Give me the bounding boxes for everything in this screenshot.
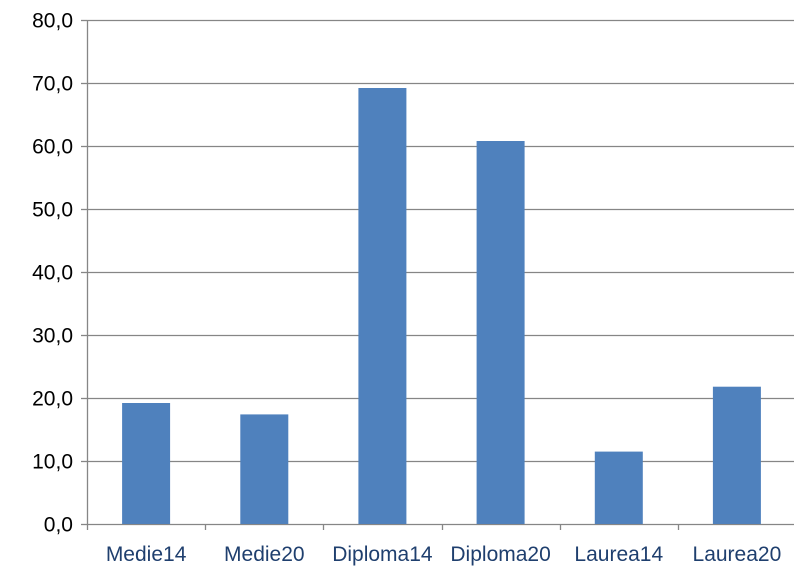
y-tick-label: 10,0: [32, 451, 73, 474]
y-tick-label: 60,0: [32, 136, 73, 159]
bar-diploma20: [476, 141, 525, 524]
y-tick-label: 0,0: [44, 514, 73, 537]
x-tick-label: Laurea14: [574, 543, 663, 566]
y-tick-label: 30,0: [32, 325, 73, 348]
bar-laurea20: [712, 386, 761, 524]
x-tick-label: Medie20: [224, 543, 305, 566]
y-tick-label: 50,0: [32, 199, 73, 222]
x-tick-label: Diploma20: [450, 543, 550, 566]
bar-diploma14: [358, 88, 407, 524]
y-tick-label: 70,0: [32, 73, 73, 96]
x-tick-label: Medie14: [106, 543, 187, 566]
y-axis: 0,0 10,0 20,0 30,0 40,0 50,0 60,0 70,0 80,0: [32, 10, 89, 537]
y-tick-label: 80,0: [32, 10, 73, 33]
x-tick-label: Diploma14: [332, 543, 433, 566]
x-tick-label: Laurea20: [693, 543, 782, 566]
bar-medie20: [240, 414, 289, 524]
x-axis: Medie14 Medie20 Diploma14 Diploma20 Laurea14…: [86, 523, 794, 566]
bar-medie14: [122, 403, 171, 524]
y-tick-label: 20,0: [32, 388, 73, 411]
y-tick-label: 40,0: [32, 262, 73, 285]
bar-laurea14: [594, 451, 643, 524]
bars: [122, 88, 761, 524]
gridlines: [87, 19, 794, 463]
